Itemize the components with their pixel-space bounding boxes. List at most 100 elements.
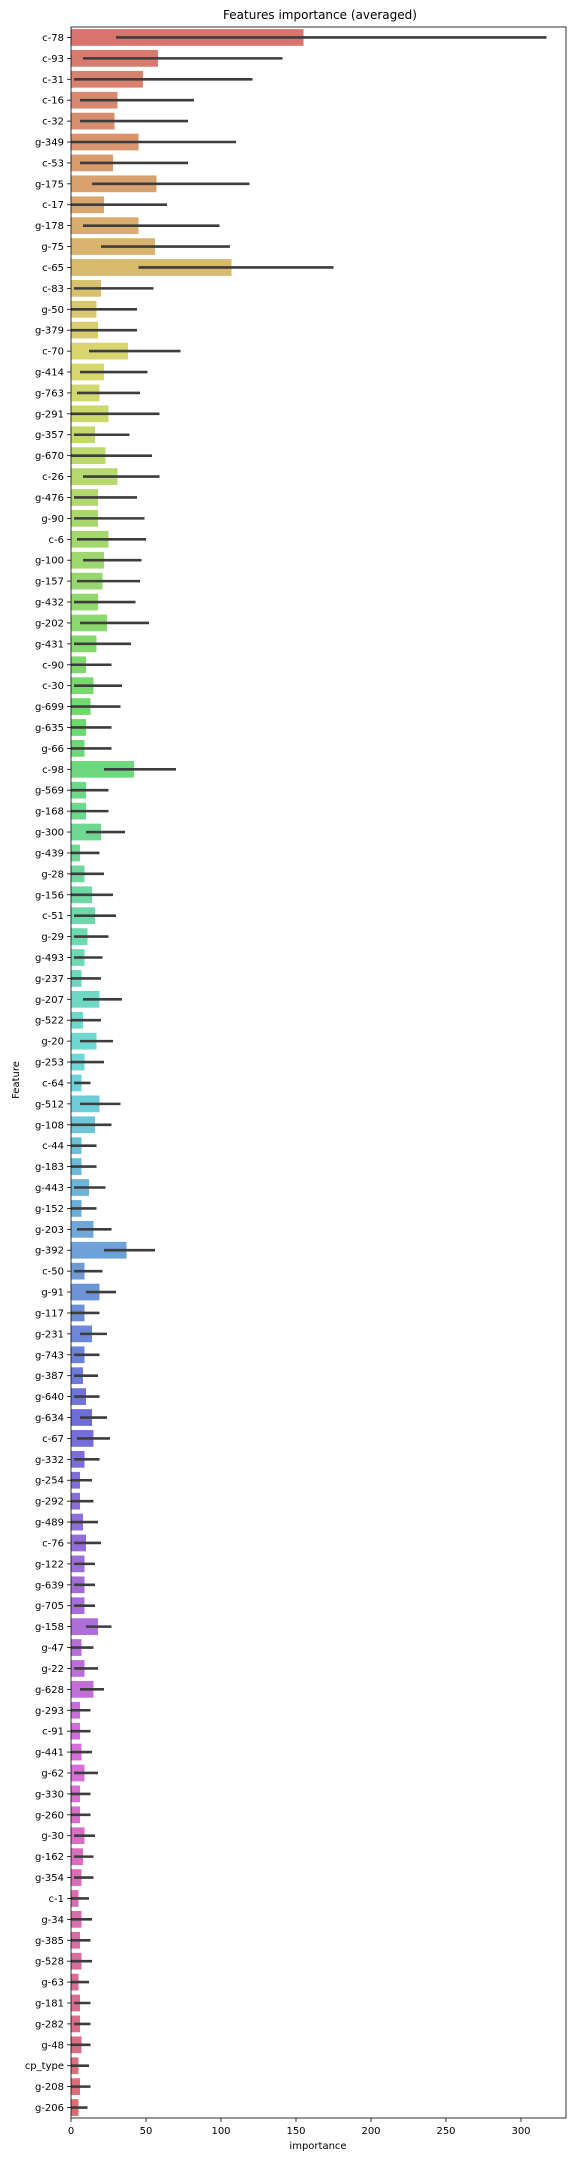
y-tick-label: g-432 xyxy=(35,598,64,609)
y-tick-label: g-330 xyxy=(35,1789,64,1800)
y-tick-label: c-91 xyxy=(42,1727,64,1738)
y-tick-label: c-17 xyxy=(42,200,64,211)
y-tick-label: c-64 xyxy=(42,1078,64,1089)
y-tick-label: g-30 xyxy=(41,1831,64,1842)
y-tick-label: g-634 xyxy=(35,1413,64,1424)
plot-area xyxy=(70,26,567,2119)
y-tick-label: c-98 xyxy=(42,765,64,776)
y-tick-label: g-20 xyxy=(41,1037,64,1048)
y-tick-label: g-34 xyxy=(41,1915,64,1926)
y-tick-label: c-6 xyxy=(49,535,64,546)
y-tick-label: g-640 xyxy=(35,1392,64,1403)
x-tick-label: 150 xyxy=(286,2126,305,2137)
y-tick-label: g-493 xyxy=(35,953,64,964)
y-tick-label: g-670 xyxy=(35,451,64,462)
bar-g-392 xyxy=(71,1241,127,1259)
y-tick-label: g-332 xyxy=(35,1455,64,1466)
y-tick-label: g-206 xyxy=(35,2103,64,2114)
y-tick-label: g-108 xyxy=(35,1120,64,1131)
y-tick-label: c-1 xyxy=(49,1894,64,1905)
y-tick-label: g-181 xyxy=(35,1998,64,2009)
y-tick-label: c-93 xyxy=(42,54,64,65)
y-tick-label: g-122 xyxy=(35,1559,64,1570)
y-tick-label: g-431 xyxy=(35,639,64,650)
y-tick-label: g-50 xyxy=(41,305,64,316)
y-tick-label: g-392 xyxy=(35,1246,64,1257)
chart-title: Features importance (averaged) xyxy=(223,8,417,22)
y-tick-label: c-76 xyxy=(42,1538,64,1549)
y-tick-label: c-32 xyxy=(42,117,64,128)
x-tick-label: 0 xyxy=(68,2126,74,2137)
y-tick-label: g-300 xyxy=(35,828,64,839)
y-tick-label: g-237 xyxy=(35,974,64,985)
y-tick-label: c-50 xyxy=(42,1267,64,1278)
y-tick-label: g-207 xyxy=(35,995,64,1006)
y-tick-label: g-100 xyxy=(35,556,64,567)
y-tick-label: g-254 xyxy=(35,1476,64,1487)
y-tick-label: c-31 xyxy=(42,75,64,86)
y-tick-label: g-22 xyxy=(41,1664,64,1675)
y-tick-label: g-156 xyxy=(35,890,64,901)
y-tick-label: g-253 xyxy=(35,1058,64,1069)
y-axis-ticks: c-78 c-93 c-31 c-16 c-32 g-349 c-53 g-175 c-17 g-… xyxy=(25,33,71,2114)
y-tick-label: g-569 xyxy=(35,786,64,797)
y-tick-label: g-357 xyxy=(35,430,64,441)
y-tick-label: g-208 xyxy=(35,2082,64,2093)
y-tick-label: g-476 xyxy=(35,493,64,504)
y-tick-label: c-16 xyxy=(42,96,64,107)
y-tick-label: g-202 xyxy=(35,618,64,629)
y-tick-label: g-763 xyxy=(35,388,64,399)
y-tick-label: g-743 xyxy=(35,1350,64,1361)
y-tick-label: g-63 xyxy=(41,1978,64,1989)
y-tick-label: g-91 xyxy=(41,1288,64,1299)
y-tick-label: g-90 xyxy=(41,514,64,525)
y-tick-label: g-62 xyxy=(41,1768,64,1779)
bar-g-158 xyxy=(71,1618,98,1635)
y-tick-label: g-152 xyxy=(35,1204,64,1215)
axes-frame xyxy=(70,26,567,2119)
y-tick-label: g-705 xyxy=(35,1601,64,1612)
y-tick-label: g-282 xyxy=(35,2019,64,2030)
y-tick-label: g-441 xyxy=(35,1748,64,1759)
y-tick-label: g-28 xyxy=(41,869,64,880)
y-tick-label: g-699 xyxy=(35,702,64,713)
y-tick-label: g-354 xyxy=(35,1873,64,1884)
y-tick-label: c-78 xyxy=(42,33,64,44)
y-tick-label: g-48 xyxy=(41,2040,64,2051)
y-tick-label: g-293 xyxy=(35,1706,64,1717)
y-tick-label: c-44 xyxy=(42,1141,64,1152)
y-tick-label: g-183 xyxy=(35,1162,64,1173)
y-tick-label: g-203 xyxy=(35,1225,64,1236)
y-tick-label: g-628 xyxy=(35,1685,64,1696)
y-tick-label: g-117 xyxy=(35,1308,64,1319)
y-tick-label: g-292 xyxy=(35,1497,64,1508)
x-axis-ticks: 0 50 100 150 200 250 300 xyxy=(68,2118,531,2137)
y-tick-label: g-175 xyxy=(35,179,64,190)
y-tick-label: g-385 xyxy=(35,1936,64,1947)
y-tick-label: c-70 xyxy=(42,347,64,358)
y-tick-label: g-162 xyxy=(35,1852,64,1863)
y-tick-label: g-489 xyxy=(35,1518,64,1529)
bar-c-98 xyxy=(71,760,134,778)
y-tick-label: c-83 xyxy=(42,284,64,295)
y-tick-label: c-26 xyxy=(42,472,64,483)
y-tick-label: g-231 xyxy=(35,1329,64,1340)
y-tick-label: g-522 xyxy=(35,1016,64,1027)
y-tick-label: g-47 xyxy=(41,1643,64,1654)
y-tick-label: g-414 xyxy=(35,368,64,379)
y-tick-label: g-29 xyxy=(41,932,64,943)
x-tick-label: 250 xyxy=(436,2126,455,2137)
y-tick-label: c-53 xyxy=(42,158,64,169)
y-tick-label: cp_type xyxy=(25,2061,64,2072)
y-tick-label: g-75 xyxy=(41,242,64,253)
bar-g-91 xyxy=(71,1283,100,1301)
y-tick-label: g-349 xyxy=(35,138,64,149)
y-tick-label: g-260 xyxy=(35,1810,64,1821)
y-tick-label: c-67 xyxy=(42,1434,64,1445)
y-tick-label: g-379 xyxy=(35,326,64,337)
y-tick-label: c-51 xyxy=(42,911,64,922)
y-tick-label: g-178 xyxy=(35,221,64,232)
x-tick-label: 300 xyxy=(511,2126,530,2137)
